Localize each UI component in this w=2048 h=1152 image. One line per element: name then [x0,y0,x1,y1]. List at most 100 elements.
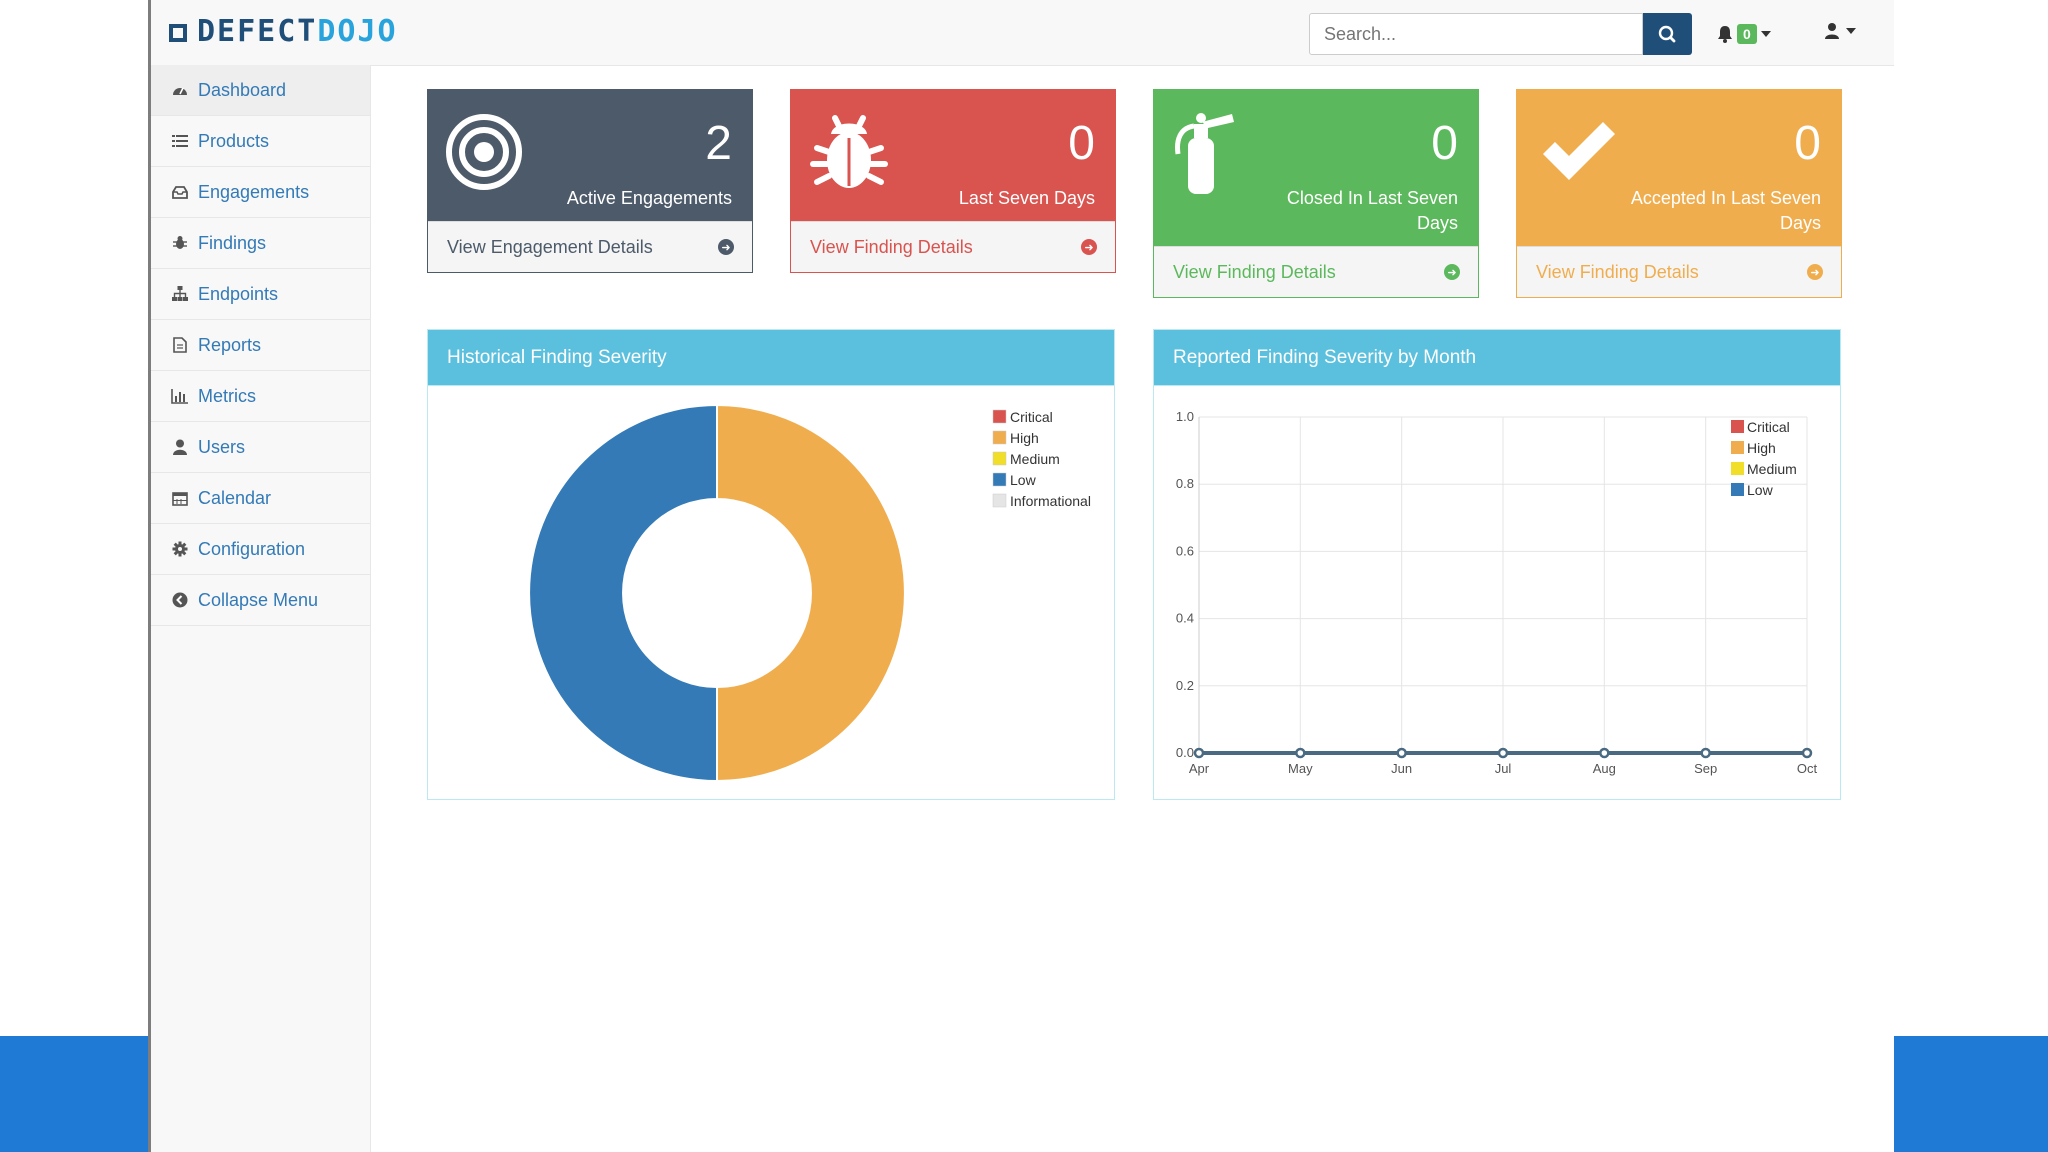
arrow-circle-right-icon: ➜ [1444,264,1460,280]
search-icon [1658,25,1676,43]
card-header: 0 Closed In Last Seven Days [1154,90,1478,246]
search-button[interactable] [1643,13,1692,55]
sidebar-item-label: Metrics [198,385,256,406]
panel-title: Reported Finding Severity by Month [1154,330,1840,386]
sidebar-item-collapse-menu[interactable]: Collapse Menu [151,575,370,626]
last-seven-days-card: 0 Last Seven Days View Finding Details ➜ [790,89,1116,273]
sidebar-item-reports[interactable]: Reports [151,320,370,371]
sidebar-item-configuration[interactable]: Configuration [151,524,370,575]
sidebar-item-label: Reports [198,334,262,355]
view-finding-details-link[interactable]: View Finding Details ➜ [1154,246,1478,297]
data-point [1599,747,1610,759]
closed-count: 0 [1431,117,1458,170]
app-window: DEFECTDOJO 0 Dashbo [151,0,1894,1152]
y-tick-label: 0.8 [1176,476,1194,491]
sidebar-item-dashboard[interactable]: Dashboard [151,65,370,116]
search-input[interactable] [1309,13,1643,55]
desktop-background-left [0,1036,148,1152]
panel-title: Historical Finding Severity [428,330,1114,386]
card-header: 2 Active Engagements [428,90,752,221]
card-label: Last Seven Days [958,188,1095,208]
top-navbar: DEFECTDOJO 0 [151,0,1894,66]
sidebar-item-label: Configuration [198,538,306,559]
bug-icon [171,234,189,252]
sidebar-item-products[interactable]: Products [151,116,370,167]
active-engagements-count: 2 [705,117,732,170]
legend-label-low: Low [1010,472,1037,488]
active-engagements-card: 2 Active Engagements View Engagement Det… [427,89,753,273]
x-tick-label: Aug [1593,761,1616,776]
card-header: 0 Accepted In Last Seven Days [1517,90,1841,246]
data-point [1801,747,1813,759]
sidebar-item-label: Calendar [198,487,272,508]
legend-swatch-medium [992,451,1007,466]
data-point [1700,747,1711,759]
legend-label-high: High [1010,430,1039,446]
data-point [1396,747,1407,759]
closed-last-seven-days-card: 0 Closed In Last Seven Days View Finding… [1153,89,1479,298]
dashboard-icon [171,81,189,99]
data-point [1193,747,1205,759]
accepted-count: 0 [1794,117,1821,170]
chevron-down-icon [1846,28,1856,34]
bug-icon [810,115,888,188]
card-label: Closed In Last Seven Days [1286,188,1458,233]
sidebar-item-label: Endpoints [198,283,279,304]
view-finding-details-link[interactable]: View Finding Details ➜ [791,221,1115,272]
sidebar-item-findings[interactable]: Findings [151,218,370,269]
user-icon [1825,23,1839,39]
data-point [1295,747,1306,759]
sidebar-item-endpoints[interactable]: Endpoints [151,269,370,320]
legend-label-critical: Critical [1010,409,1053,425]
sidebar-item-label: Dashboard [198,79,287,100]
sitemap-icon [171,285,189,303]
x-tick-label: May [1288,761,1313,776]
legend-swatch-high [1731,441,1744,454]
brand-logo[interactable]: DEFECTDOJO [169,14,398,49]
bell-icon [1718,26,1732,43]
sidebar-item-engagements[interactable]: Engagements [151,167,370,218]
legend-label-medium: Medium [1010,451,1060,467]
legend-swatch-low [1731,483,1744,496]
window-edge [148,0,151,1152]
x-tick-label: Sep [1694,761,1717,776]
historical-severity-donut-chart: Critical High Medium Low Informational [528,403,1091,783]
x-tick-label: Jun [1391,761,1412,776]
sidebar-item-label: Products [198,130,270,151]
donut-slice-low [528,403,718,783]
desktop-background-right [1894,1036,2048,1152]
card-label: Accepted In Last Seven Days [1630,188,1821,233]
accepted-last-seven-days-card: 0 Accepted In Last Seven Days View Findi… [1516,89,1842,298]
sidebar-item-label: Engagements [198,181,310,202]
donut-slice-high [716,403,906,783]
card-header: 0 Last Seven Days [791,90,1115,221]
brand-part2: DOJO [317,14,398,49]
user-menu[interactable] [1824,22,1856,40]
file-icon [171,336,189,354]
legend-label-low: Low [1747,482,1774,498]
notification-count-badge: 0 [1737,24,1757,44]
legend-swatch-low [992,472,1007,487]
notifications-dropdown[interactable]: 0 [1717,22,1771,46]
y-tick-label: 0.6 [1176,543,1194,558]
legend-swatch-critical [1731,420,1744,433]
legend-swatch-medium [1731,462,1744,475]
legend-swatch-critical [992,409,1007,424]
x-tick-label: Apr [1189,761,1210,776]
user-icon [171,438,189,456]
view-finding-details-link[interactable]: View Finding Details ➜ [1517,246,1841,297]
card-link-label: View Engagement Details [447,236,653,257]
brand-part1: DEFECT [197,14,318,49]
sidebar-item-label: Collapse Menu [198,589,319,610]
y-tick-label: 0.4 [1176,611,1194,626]
sidebar-item-calendar[interactable]: Calendar [151,473,370,524]
card-link-label: View Finding Details [1173,261,1336,282]
legend-label-informational: Informational [1010,493,1091,509]
sidebar-item-metrics[interactable]: Metrics [151,371,370,422]
sidebar-item-users[interactable]: Users [151,422,370,473]
x-tick-label: Jul [1495,761,1512,776]
view-engagement-details-link[interactable]: View Engagement Details ➜ [428,221,752,272]
data-point [1497,747,1509,759]
arrow-circle-right-icon: ➜ [718,239,734,255]
arrow-circle-right-icon: ➜ [1807,264,1823,280]
